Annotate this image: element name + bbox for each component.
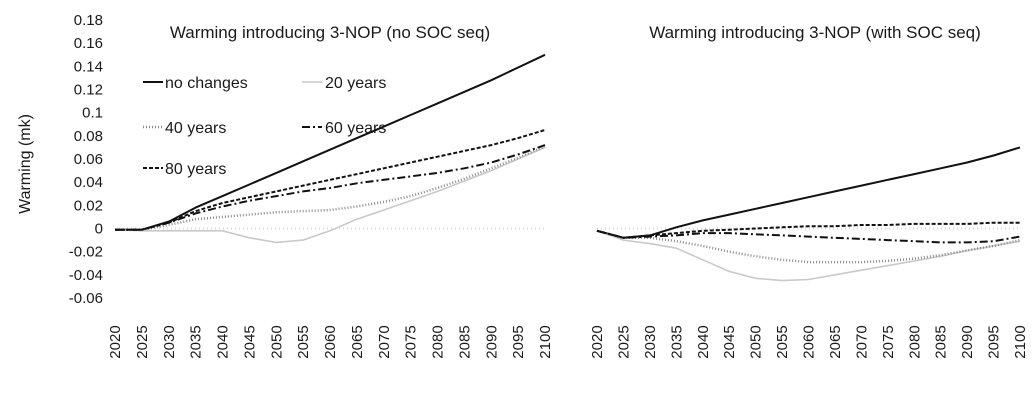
x-tick-label: 2100 (537, 325, 554, 358)
y-tick-label: 0.04 (74, 174, 103, 191)
x-tick-label: 2030 (642, 325, 659, 358)
x-tick-label: 2045 (241, 325, 258, 358)
y-tick-label: 0.16 (74, 35, 103, 52)
x-tick-label: 2055 (295, 325, 312, 358)
series-line-80-years (115, 129, 546, 231)
y-tick-label: 0.18 (74, 12, 103, 29)
x-tick-label: 2085 (456, 325, 473, 358)
x-tick-label: 2025 (615, 325, 632, 358)
series-line-60-years (596, 229, 1021, 244)
x-tick-label: 2075 (403, 325, 420, 358)
x-tick-label: 2060 (322, 325, 339, 358)
y-tick-label: 0.06 (74, 151, 103, 168)
legend: no changes 20 years 40 years 60 years 80… (143, 75, 386, 178)
x-tick-label: 2055 (774, 325, 791, 358)
legend-label-80-years: 80 years (165, 161, 226, 178)
x-tick-label: 2035 (188, 325, 205, 358)
chart-title-left: Warming introducing 3-NOP (no SOC seq) (170, 23, 490, 42)
y-tick-label: 0 (95, 221, 103, 238)
x-tick-labels-right: 2020 2025 2030 2035 2040 2045 2050 2055 2060 2065… (589, 325, 1029, 358)
series-lines-left (114, 53, 546, 244)
x-tick-label: 2060 (801, 325, 818, 358)
y-tick-label: 0.1 (82, 105, 103, 122)
y-tick-label: 0.08 (74, 128, 103, 145)
y-tick-label: -0.06 (69, 290, 103, 307)
x-tick-label: 2090 (959, 325, 976, 358)
x-tick-label: 2020 (589, 325, 606, 358)
panel-with-soc-seq: Warming introducing 3-NOP (with SOC seq)… (589, 23, 1029, 359)
x-tick-label: 2080 (906, 325, 923, 358)
x-tick-label: 2040 (215, 325, 232, 358)
series-line-40-years (115, 145, 546, 231)
y-tick-label: 0.14 (74, 58, 103, 75)
series-line-20-years (596, 230, 1021, 282)
panel-no-soc-seq: Warming introducing 3-NOP (no SOC seq) 0… (69, 12, 554, 359)
x-tick-label: 2085 (933, 325, 950, 358)
y-axis-label: Warming (mk) (17, 114, 34, 214)
x-tick-label: 2090 (483, 325, 500, 358)
x-tick-label: 2040 (695, 325, 712, 358)
x-tick-label: 2065 (827, 325, 844, 358)
x-tick-labels-left: 2020 2025 2030 2035 2040 2045 2050 2055 2060 2065… (107, 325, 554, 358)
x-tick-label: 2095 (510, 325, 527, 358)
x-tick-label: 2100 (1012, 325, 1029, 358)
legend-label-20-years: 20 years (325, 75, 386, 92)
series-line-no-changes (596, 146, 1021, 239)
y-tick-label: 0.12 (74, 82, 103, 99)
x-tick-label: 2035 (668, 325, 685, 358)
y-tick-labels: 0.18 0.16 0.14 0.12 0.1 0.08 0.06 0.04 0.02 0 -0.0… (69, 12, 103, 307)
series-line-60-years (115, 144, 546, 231)
y-tick-label: -0.04 (69, 267, 103, 284)
x-tick-label: 2070 (853, 325, 870, 358)
x-tick-label: 2050 (268, 325, 285, 358)
x-tick-label: 2025 (134, 325, 151, 358)
x-tick-label: 2065 (349, 325, 366, 358)
x-tick-label: 2070 (376, 325, 393, 358)
series-line-80-years (596, 221, 1020, 239)
x-tick-label: 2075 (880, 325, 897, 358)
legend-label-40-years: 40 years (165, 120, 226, 137)
x-tick-label: 2080 (430, 325, 447, 358)
y-tick-label: 0.02 (74, 197, 103, 214)
chart-title-right: Warming introducing 3-NOP (with SOC seq) (649, 23, 981, 42)
series-line-20-years (114, 146, 546, 244)
x-tick-label: 2050 (748, 325, 765, 358)
x-tick-label: 2045 (721, 325, 738, 358)
series-line-no-changes (115, 53, 546, 231)
legend-label-60-years: 60 years (325, 120, 386, 137)
legend-label-no-changes: no changes (165, 75, 248, 92)
x-tick-label: 2020 (107, 325, 124, 358)
x-tick-label: 2095 (986, 325, 1003, 358)
y-tick-label: -0.02 (69, 244, 103, 261)
series-lines-right (596, 146, 1021, 282)
x-tick-label: 2030 (161, 325, 178, 358)
